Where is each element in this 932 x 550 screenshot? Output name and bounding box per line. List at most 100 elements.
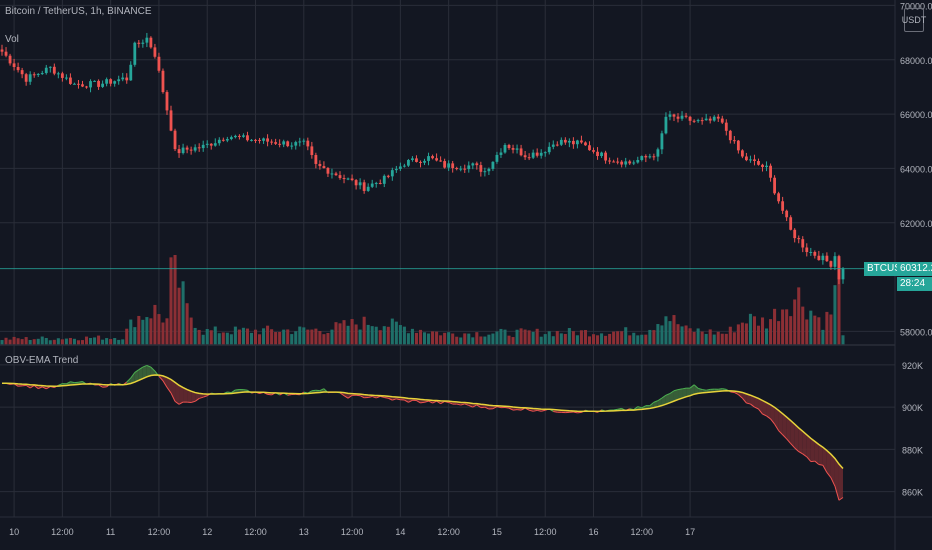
time-tick-label: 12:00 xyxy=(244,527,267,537)
candle xyxy=(547,142,551,155)
volume-bar xyxy=(499,328,503,345)
volume-bar xyxy=(354,324,358,345)
obv-line-segment xyxy=(424,400,429,403)
volume-bar xyxy=(531,331,535,345)
volume-bar xyxy=(282,329,286,345)
candle xyxy=(48,66,52,73)
candle xyxy=(596,147,599,160)
candle xyxy=(612,159,616,163)
volume-bar xyxy=(374,326,378,345)
candle xyxy=(330,168,334,179)
obv-tick-label: 900K xyxy=(902,403,923,413)
volume-bar xyxy=(422,332,427,345)
candle xyxy=(125,73,129,84)
candle xyxy=(825,252,829,263)
candle xyxy=(4,47,8,58)
obv-fill-segment xyxy=(786,417,791,444)
indicator-title[interactable]: OBV-EMA Trend xyxy=(5,355,79,366)
volume-bar xyxy=(398,325,402,345)
obv-fill-segment xyxy=(682,388,687,399)
volume-bar xyxy=(4,337,8,345)
candle xyxy=(153,43,157,59)
obv-line-segment xyxy=(665,393,671,396)
candle xyxy=(386,174,390,179)
candle xyxy=(588,141,591,151)
candle xyxy=(728,129,732,144)
candle xyxy=(604,150,607,164)
volume-bar xyxy=(141,319,145,345)
candle xyxy=(487,167,491,176)
volume-bar xyxy=(145,317,149,345)
candle xyxy=(185,145,189,154)
volume-bar xyxy=(20,339,24,345)
obv-axis[interactable]: 920K 900K 880K 860K xyxy=(902,361,923,498)
obv-line-segment xyxy=(649,401,655,406)
obv-line-segment xyxy=(693,384,699,389)
volume-bar xyxy=(752,316,756,345)
obv-fill-segment xyxy=(834,458,839,501)
obv-line-segment xyxy=(774,423,780,431)
symbol-title[interactable]: Bitcoin / TetherUS, 1h, BINANCE xyxy=(5,6,152,17)
obv-line-segment xyxy=(702,388,707,391)
volume-bar xyxy=(350,319,354,345)
obv-fill-segment xyxy=(665,393,670,405)
currency-button[interactable]: USDT xyxy=(901,8,927,32)
candle xyxy=(805,243,809,257)
obv-line-segment xyxy=(641,405,647,409)
volume-bar xyxy=(270,329,274,345)
candle xyxy=(254,138,257,144)
candle xyxy=(246,131,249,142)
candle xyxy=(632,160,636,166)
volume-bar xyxy=(36,338,40,345)
candle xyxy=(24,72,28,86)
price-candles xyxy=(0,32,845,285)
candle xyxy=(229,135,233,141)
obv-fill-segment xyxy=(183,387,188,403)
candle xyxy=(201,140,205,152)
obv-line-segment xyxy=(404,399,409,403)
volume-bar xyxy=(769,319,773,345)
time-axis[interactable]: 10 12:00 11 12:00 12 12:00 13 12:00 14 12:00 15 12:… xyxy=(9,527,695,537)
volume-bar xyxy=(495,331,499,345)
volume-bar xyxy=(672,315,676,345)
volume-bar xyxy=(608,333,612,345)
price-axis[interactable]: 70000.00 68000.00 66000.00 64000.00 62000.00… xyxy=(900,1,932,337)
volume-bar xyxy=(8,339,12,345)
volume-label[interactable]: Vol xyxy=(5,34,19,45)
volume-bar xyxy=(471,337,475,345)
candle xyxy=(141,39,145,48)
candle xyxy=(137,40,141,48)
candle xyxy=(157,52,161,73)
candle xyxy=(628,159,632,166)
candle xyxy=(121,72,125,82)
candle xyxy=(407,158,410,167)
obv-fill-segment xyxy=(134,369,139,383)
volume-bar xyxy=(515,329,519,345)
obv-line-segment xyxy=(746,402,751,405)
volume-bar xyxy=(302,327,306,345)
candle xyxy=(475,161,479,170)
candle xyxy=(833,252,837,271)
obv-fill-segment xyxy=(762,400,767,416)
obv-line-segment xyxy=(146,364,152,368)
obv-line-segment xyxy=(818,463,823,466)
candle xyxy=(32,72,36,78)
candle xyxy=(298,137,302,147)
candle xyxy=(736,139,740,154)
obv-line-segment xyxy=(738,394,743,399)
candle xyxy=(322,161,326,169)
obv-line-segment xyxy=(802,453,808,458)
volume-bar xyxy=(640,334,644,345)
volume-bar xyxy=(447,332,451,345)
candle xyxy=(724,119,728,136)
volume-bar xyxy=(330,329,334,345)
obv-line-segment xyxy=(319,388,325,392)
candle xyxy=(527,153,531,161)
obv-line-segment xyxy=(533,409,538,412)
candle xyxy=(704,113,708,121)
currency-button-label: USDT xyxy=(901,15,927,25)
candle xyxy=(28,71,32,85)
candle xyxy=(193,144,197,153)
volume-bar xyxy=(40,336,44,345)
